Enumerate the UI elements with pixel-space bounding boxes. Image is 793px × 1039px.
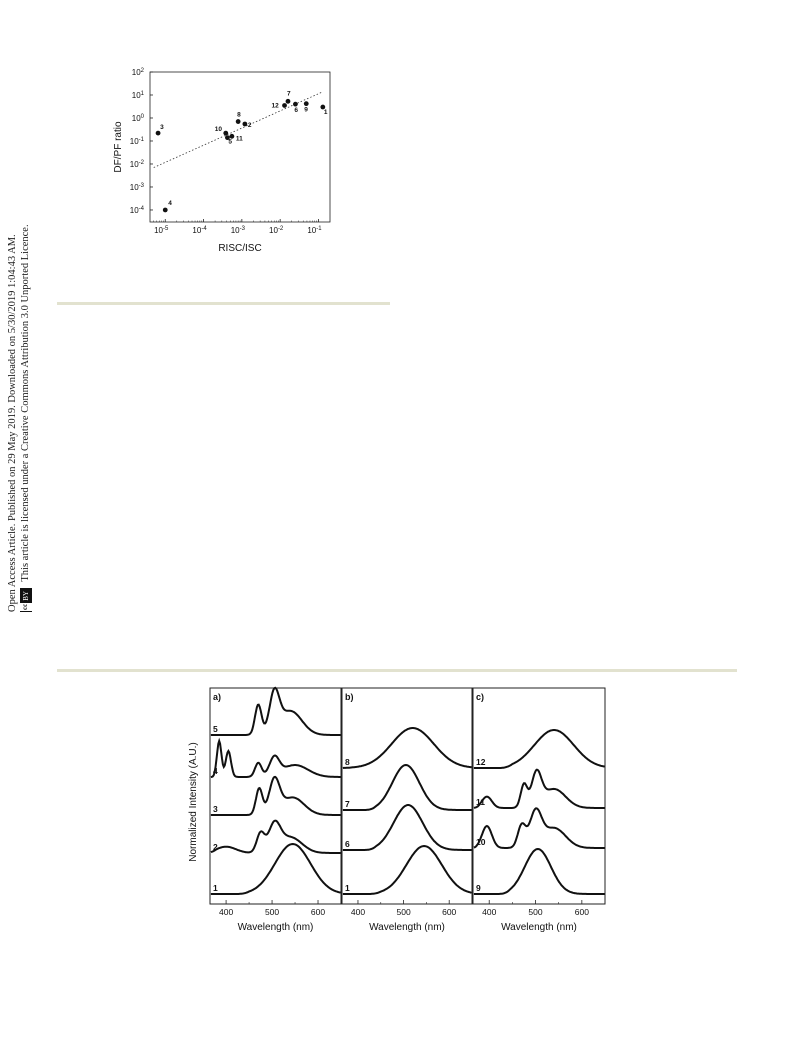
series-label-4: 4 — [213, 766, 218, 776]
point-label-2: 2 — [248, 122, 252, 129]
spectrum-line-4 — [210, 737, 341, 778]
spectrum-line-1 — [342, 844, 472, 895]
data-point-7 — [285, 98, 291, 104]
x-tick-label: 500 — [265, 907, 279, 917]
spectrum-line-11 — [473, 768, 605, 809]
point-label-10: 10 — [215, 126, 223, 133]
x-tick-label: 10-2 — [269, 226, 284, 235]
fit-line — [153, 92, 322, 168]
divider-bottom — [57, 669, 737, 672]
series-label-9: 9 — [476, 883, 481, 893]
y-tick-label: 10-4 — [130, 206, 145, 215]
data-point-3 — [155, 130, 161, 136]
emission-spectra-chart: Normalized Intensity (A.U.) a) 400 500 600 Wa… — [188, 686, 606, 933]
series-label-6: 6 — [345, 839, 350, 849]
panel-label: c) — [476, 692, 484, 702]
by-label: BY — [20, 589, 31, 603]
x-tick-label: 10-4 — [192, 226, 207, 235]
cc-label: cc — [19, 602, 33, 611]
point-label-12: 12 — [272, 102, 280, 109]
x-tick-label: 400 — [219, 907, 233, 917]
point-label-7: 7 — [287, 90, 291, 97]
x-tick-label: 500 — [396, 907, 410, 917]
x-axis-label: RISC/ISC — [218, 243, 261, 254]
y-axis-label: Normalized Intensity (A.U.) — [188, 742, 199, 861]
x-axis-label: Wavelength (nm) — [501, 922, 577, 933]
y-tick-label: 10-1 — [130, 137, 145, 146]
data-point-2 — [242, 121, 248, 127]
x-tick-label: 600 — [575, 907, 589, 917]
point-label-5: 5 — [228, 139, 232, 146]
point-label-9: 9 — [304, 107, 308, 114]
x-tick-label: 600 — [311, 907, 325, 917]
spectrum-line-3 — [210, 775, 341, 816]
y-tick-label: 100 — [132, 114, 145, 123]
spectrum-line-5 — [210, 686, 341, 736]
y-tick-label: 10-3 — [130, 183, 145, 192]
plot-frame — [149, 71, 331, 223]
y-tick-label: 10-2 — [130, 160, 145, 169]
y-tick-label: 102 — [132, 68, 145, 77]
cc-by-badge-icon: cc BY — [19, 588, 33, 612]
data-point-12 — [282, 103, 287, 108]
point-label-1: 1 — [324, 109, 328, 116]
x-axis-label: Wavelength (nm) — [369, 922, 445, 933]
data-point-10 — [223, 130, 229, 136]
series-label-2: 2 — [213, 842, 218, 852]
y-tick-label: 101 — [132, 91, 145, 100]
data-point-6 — [293, 101, 298, 107]
data-point-4 — [162, 207, 168, 213]
panel-label: b) — [345, 692, 354, 702]
series-label-5: 5 — [213, 724, 218, 734]
x-tick-label: 600 — [442, 907, 456, 917]
point-label-6: 6 — [294, 107, 298, 114]
series-label-10: 10 — [476, 837, 486, 847]
series-label-8: 8 — [345, 757, 350, 767]
panel-frame-0 — [209, 687, 342, 905]
spectrum-line-9 — [473, 847, 605, 895]
x-tick-label: 10-1 — [307, 226, 322, 235]
series-label-11: 11 — [476, 797, 485, 807]
x-tick-label: 500 — [528, 907, 542, 917]
panel-frame-2 — [472, 687, 606, 905]
point-label-8: 8 — [237, 112, 241, 119]
y-axis-label: DF/PF ratio — [113, 121, 124, 173]
divider-top — [57, 302, 390, 305]
df-pf-scatter-chart: 10-5 10-4 10-3 10-2 10-1 10-4 10-3 10-2 10-1 100 1… — [113, 68, 331, 254]
panel-label: a) — [213, 692, 221, 702]
spectrum-line-8 — [342, 727, 472, 769]
panel-frame-1 — [341, 687, 473, 905]
series-label-1: 1 — [345, 883, 350, 893]
x-tick-label: 10-5 — [154, 226, 169, 235]
series-label-1: 1 — [213, 883, 218, 893]
series-label-12: 12 — [476, 757, 486, 767]
spectrum-line-2 — [210, 819, 341, 854]
series-label-3: 3 — [213, 804, 218, 814]
x-tick-label: 10-3 — [231, 226, 246, 235]
spectrum-line-12 — [473, 729, 605, 769]
spectrum-line-7 — [342, 763, 472, 811]
x-tick-label: 400 — [482, 907, 496, 917]
point-label-4: 4 — [168, 200, 172, 207]
x-tick-label: 400 — [351, 907, 365, 917]
series-label-7: 7 — [345, 799, 350, 809]
data-point-8 — [235, 119, 241, 124]
spectrum-line-6 — [342, 804, 472, 851]
spectrum-line-10 — [473, 807, 605, 849]
data-point-9 — [303, 101, 309, 107]
spectrum-line-1 — [210, 842, 341, 895]
data-point-5 — [225, 135, 230, 141]
x-axis-label: Wavelength (nm) — [238, 922, 314, 933]
point-label-11: 11 — [236, 135, 243, 142]
data-point-11 — [229, 133, 235, 139]
point-label-3: 3 — [160, 124, 164, 131]
data-point-1 — [320, 104, 326, 110]
